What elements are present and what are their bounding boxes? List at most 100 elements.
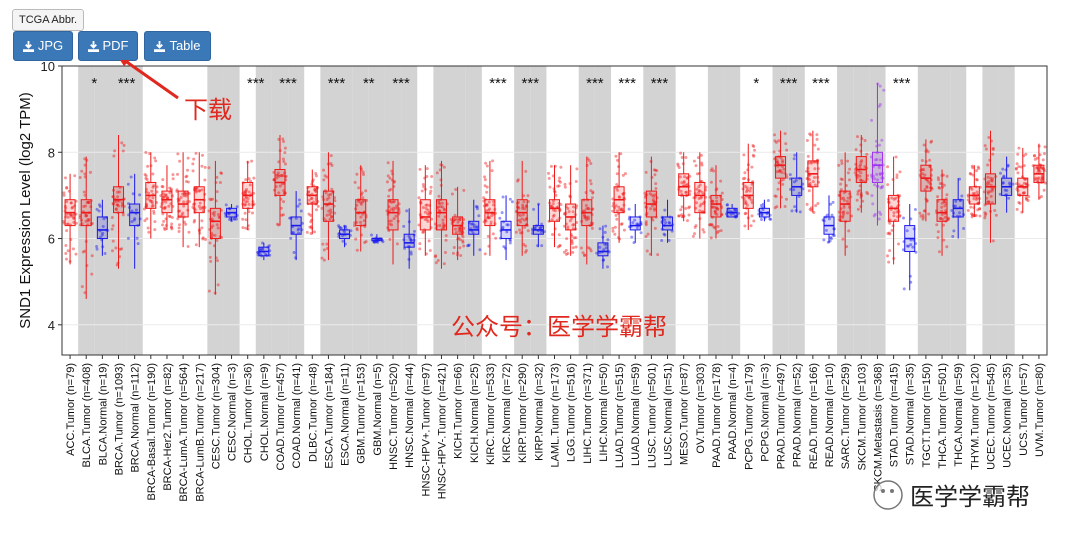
data-point <box>1035 166 1039 170</box>
data-point <box>526 194 530 198</box>
data-point <box>176 217 180 221</box>
data-point <box>261 241 265 245</box>
data-point <box>187 200 191 204</box>
data-point <box>654 168 658 172</box>
download-table-button[interactable]: Table <box>144 31 211 61</box>
data-point <box>1016 152 1020 156</box>
data-point <box>650 204 654 208</box>
data-point <box>685 219 689 223</box>
data-point <box>72 216 76 220</box>
data-point <box>66 215 70 219</box>
data-point <box>667 238 671 242</box>
data-point <box>409 237 413 241</box>
data-point <box>296 228 300 232</box>
data-point <box>87 200 91 204</box>
data-point <box>962 227 966 231</box>
data-point <box>309 231 313 235</box>
download-pdf-button[interactable]: PDF <box>78 31 138 61</box>
data-point <box>1021 191 1025 195</box>
data-point <box>785 175 789 179</box>
data-point <box>579 246 583 250</box>
data-point <box>878 172 882 176</box>
data-point <box>844 184 848 188</box>
data-point <box>779 156 783 160</box>
data-point <box>644 170 648 174</box>
data-point <box>953 204 957 208</box>
data-point <box>571 223 575 227</box>
data-point <box>417 196 421 200</box>
data-point <box>80 285 84 289</box>
data-point <box>939 216 943 220</box>
data-point <box>456 220 460 224</box>
data-point <box>191 205 195 209</box>
data-point <box>775 160 779 164</box>
data-point <box>678 175 682 179</box>
data-point <box>322 248 326 252</box>
data-point <box>186 156 190 160</box>
data-point <box>153 228 157 232</box>
data-point <box>194 188 198 192</box>
data-point <box>243 203 247 207</box>
data-point <box>922 168 926 172</box>
data-point <box>442 226 446 230</box>
x-tick-label: SARC.Tumor (n=259) <box>840 363 852 469</box>
data-point <box>363 240 367 244</box>
significance-label: *** <box>651 75 669 92</box>
data-point <box>974 213 978 217</box>
data-point <box>888 249 892 253</box>
download-jpg-button[interactable]: JPG <box>13 31 73 61</box>
data-point <box>711 200 715 204</box>
data-point <box>697 172 701 176</box>
data-point <box>619 222 623 226</box>
data-point <box>937 185 941 189</box>
data-point <box>83 249 87 253</box>
data-point <box>522 194 526 198</box>
data-point <box>551 214 555 218</box>
data-point <box>1002 175 1006 179</box>
data-point <box>487 216 491 220</box>
data-point <box>682 179 686 183</box>
data-point <box>591 191 595 195</box>
box <box>96 216 108 240</box>
data-point <box>598 227 602 231</box>
data-point <box>635 222 639 226</box>
data-point <box>459 226 463 230</box>
tcga-abbr-button[interactable]: TCGA Abbr. <box>12 9 85 31</box>
data-point <box>986 190 990 194</box>
data-point <box>443 250 447 254</box>
data-point <box>773 133 777 137</box>
data-point <box>328 217 332 221</box>
data-point <box>691 234 695 238</box>
data-point <box>571 250 575 254</box>
data-point <box>392 217 396 221</box>
data-point <box>688 205 692 209</box>
box <box>161 190 173 214</box>
box <box>710 194 722 218</box>
data-point <box>816 202 820 206</box>
data-point <box>449 218 453 222</box>
data-point <box>82 204 86 208</box>
box <box>322 190 334 222</box>
data-point <box>122 143 126 147</box>
data-point <box>279 173 283 177</box>
data-point <box>305 230 309 234</box>
data-point <box>1011 182 1015 186</box>
data-point <box>733 209 737 213</box>
data-point <box>859 160 863 164</box>
data-point <box>651 198 655 202</box>
data-point <box>680 181 684 185</box>
data-point <box>631 221 635 225</box>
data-point <box>182 200 186 204</box>
data-point <box>807 178 811 182</box>
significance-label: *** <box>328 75 346 92</box>
data-point <box>433 255 437 259</box>
data-point <box>552 213 556 217</box>
download-pdf-label: PDF <box>102 38 129 53</box>
data-point <box>895 210 899 214</box>
data-point <box>180 213 184 217</box>
data-point <box>66 249 70 253</box>
data-point <box>976 165 980 169</box>
data-point <box>749 224 753 228</box>
data-point <box>983 211 987 215</box>
data-point <box>677 166 681 170</box>
